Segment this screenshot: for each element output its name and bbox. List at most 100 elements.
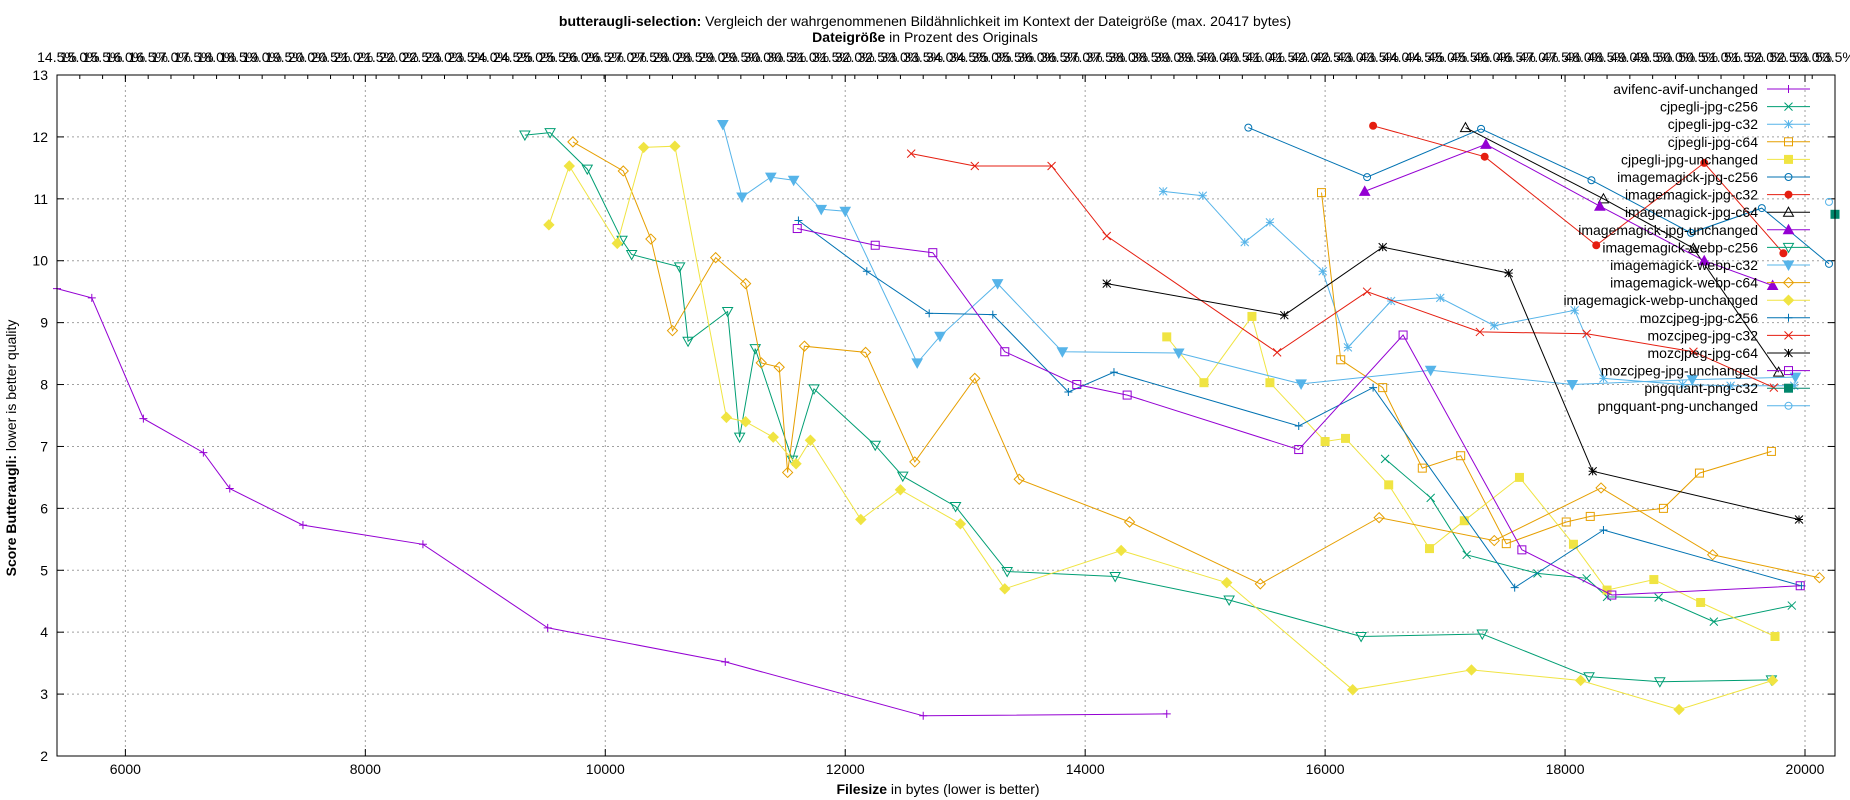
top-tick-label: 28.5%: [675, 49, 715, 65]
y-axis-title: Score Butteraugli: lower is better quali…: [3, 320, 19, 577]
data-point: [1585, 511, 1595, 521]
legend-entry: imagemagick-webp-c256: [1602, 239, 1810, 255]
data-point: [792, 224, 802, 234]
data-point: [1456, 451, 1466, 461]
x-axis-title: Filesize in bytes (lower is better): [836, 781, 1039, 797]
data-point: [519, 130, 531, 142]
data-point: [1570, 305, 1580, 315]
data-point: [815, 204, 828, 216]
data-point: [1265, 378, 1275, 388]
series-imagemagick-jpg-c32: [1369, 121, 1788, 258]
legend-label: mozcjpeg-jpg-unchanged: [1601, 363, 1758, 379]
data-point: [925, 309, 934, 318]
data-point: [1480, 138, 1492, 149]
data-point: [991, 279, 1004, 290]
data-point: [1380, 454, 1390, 464]
data-point: [1158, 187, 1168, 196]
top-tick-label: 19.0%: [242, 49, 282, 65]
data-point: [682, 336, 694, 348]
data-point: [1476, 629, 1489, 641]
data-point: [1766, 446, 1776, 456]
top-tick-label: 29.5%: [721, 49, 761, 65]
legend-label: imagemagick-webp-unchanged: [1563, 292, 1758, 308]
top-tick-label: 37.5%: [1086, 49, 1126, 65]
y-tick-label: 9: [40, 315, 48, 331]
legend-label: imagemagick-jpg-unchanged: [1578, 222, 1758, 238]
top-tick-label: 47.0%: [1519, 49, 1559, 65]
legend-marker: [1784, 173, 1793, 181]
top-tick-label: 42.5%: [1314, 49, 1354, 65]
data-point: [625, 250, 638, 261]
data-point: [1757, 204, 1766, 213]
y-tick-label: 8: [40, 377, 48, 393]
x-tick-label: 6000: [110, 761, 141, 777]
data-point: [1789, 372, 1802, 384]
data-point: [1574, 674, 1587, 687]
data-point: [733, 432, 746, 444]
data-point: [1001, 567, 1014, 578]
data-point: [1109, 368, 1118, 377]
data-point: [1794, 515, 1804, 524]
data-point: [1355, 632, 1367, 643]
legend-entry: cjpegli-jpg-c64: [1668, 134, 1810, 150]
legend-entry: imagemagick-webp-unchanged: [1563, 292, 1810, 308]
data-point: [563, 160, 575, 172]
data-point: [418, 540, 427, 549]
legend-label: imagemagick-jpg-c64: [1625, 204, 1758, 220]
data-point: [1770, 632, 1780, 642]
data-point: [1795, 581, 1805, 591]
top-tick-label: 43.5%: [1359, 49, 1399, 65]
data-point: [1825, 197, 1834, 206]
series-line-cjpegli-jpg-c32: [1163, 190, 1795, 387]
top-tick-label: 17.5%: [174, 49, 214, 65]
top-tick-label: 17.0%: [151, 49, 191, 65]
data-point: [1162, 332, 1172, 342]
data-point: [1378, 242, 1388, 252]
top-tick-label: 16.0%: [106, 49, 146, 65]
series-line-mozcjpeg-jpg-unchanged: [797, 228, 1801, 596]
top-tick-label: 25.0%: [516, 49, 556, 65]
series-imagemagick-jpg-unchanged: [1358, 138, 1779, 290]
top-tick-label: 15.5%: [83, 49, 123, 65]
data-point: [1109, 571, 1122, 583]
data-point: [999, 583, 1011, 595]
data-point: [1320, 437, 1330, 447]
data-point: [1772, 366, 1785, 377]
data-point: [1056, 347, 1069, 358]
data-point: [1244, 123, 1253, 132]
plot-frame: [56, 74, 1836, 757]
top-tick-label: 22.5%: [402, 49, 442, 65]
top-tick-label: 34.0%: [926, 49, 966, 65]
data-point: [581, 164, 594, 176]
legend-marker: [1784, 85, 1793, 93]
data-point: [1398, 330, 1408, 340]
data-point: [1336, 355, 1346, 365]
top-tick-label: 27.0%: [607, 49, 647, 65]
data-point: [1698, 254, 1711, 266]
data-point: [1766, 674, 1779, 687]
y-tick-label: 7: [40, 438, 48, 454]
series-avifenc-avif-unchanged: [53, 284, 1171, 720]
x-tick-label: 10000: [586, 761, 625, 777]
legend-entry: imagemagick-webp-c32: [1610, 257, 1810, 273]
data-point: [1462, 550, 1472, 560]
y-tick-label: 6: [40, 500, 48, 516]
y-tick-label: 3: [40, 686, 48, 702]
data-point: [862, 267, 871, 276]
y-tick-label: 4: [40, 624, 48, 640]
data-point: [787, 175, 800, 187]
data-point: [804, 434, 817, 446]
data-point: [1504, 268, 1514, 278]
data-point: [1696, 597, 1706, 607]
legend-label: mozcjpeg-jpg-c32: [1648, 327, 1759, 343]
legend-marker: [1784, 401, 1793, 410]
legend-marker: [1782, 276, 1795, 289]
data-point: [869, 440, 882, 452]
legend-marker: [1784, 383, 1793, 393]
data-point: [1597, 192, 1610, 204]
top-tick-label: 44.5%: [1405, 49, 1445, 65]
top-tick-label: 23.0%: [425, 49, 465, 65]
legend-entry: cjpegli-jpg-c32: [1668, 116, 1810, 132]
data-series: [53, 120, 1840, 720]
